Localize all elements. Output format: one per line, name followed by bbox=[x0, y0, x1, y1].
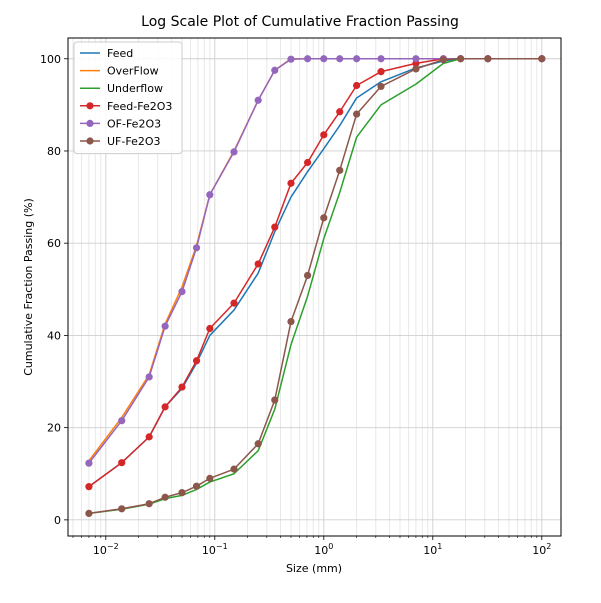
data-point bbox=[118, 505, 126, 513]
data-point bbox=[320, 55, 328, 63]
data-point bbox=[161, 322, 169, 330]
data-point bbox=[457, 55, 465, 63]
data-point bbox=[412, 55, 420, 63]
legend-label-uf-fe2o3: UF-Fe2O3 bbox=[107, 135, 161, 148]
y-tick-label: 20 bbox=[47, 422, 61, 435]
data-point bbox=[538, 55, 546, 63]
legend-box bbox=[73, 41, 183, 155]
data-point bbox=[118, 417, 126, 425]
data-point bbox=[206, 474, 214, 482]
data-point bbox=[336, 166, 344, 174]
data-point bbox=[85, 509, 93, 518]
legend-label-feed: Feed bbox=[107, 47, 133, 60]
series-uf-fe2o3 bbox=[85, 55, 546, 518]
y-tick-label: 60 bbox=[47, 237, 61, 250]
data-point bbox=[377, 55, 385, 63]
data-point bbox=[192, 357, 201, 365]
data-point bbox=[192, 482, 201, 490]
data-point bbox=[377, 68, 385, 76]
data-point bbox=[303, 271, 312, 280]
data-point bbox=[145, 373, 153, 381]
legend-label-underflow: Underflow bbox=[107, 82, 163, 95]
data-point bbox=[484, 55, 492, 63]
legend-marker-uf-fe2o3 bbox=[86, 137, 94, 145]
plot-frame bbox=[67, 37, 562, 537]
data-point bbox=[287, 179, 295, 187]
series-line bbox=[88, 58, 542, 515]
data-point bbox=[303, 55, 312, 63]
data-point bbox=[178, 288, 186, 296]
chart-title: Log Scale Plot of Cumulative Fraction Pa… bbox=[141, 14, 459, 30]
data-point bbox=[206, 191, 214, 199]
axis-ticks: 10−2 10−1 100 101 102 0 20 40 60 80 100 bbox=[40, 53, 551, 557]
legend-label-feed-fe2o3: Feed-Fe2O3 bbox=[107, 100, 172, 113]
y-tick-label: 0 bbox=[54, 514, 61, 527]
data-point bbox=[206, 324, 214, 333]
data-point bbox=[439, 56, 447, 64]
data-point bbox=[271, 396, 279, 404]
legend-marker-feed-fe2o3 bbox=[86, 102, 94, 110]
data-point bbox=[377, 82, 385, 91]
data-point bbox=[230, 465, 238, 473]
legend-label-of-fe2o3: OF-Fe2O3 bbox=[107, 117, 161, 130]
x-axis-label: Size (mm) bbox=[286, 562, 342, 575]
data-point bbox=[178, 489, 186, 497]
y-tick-label: 100 bbox=[40, 53, 61, 66]
series-layer bbox=[85, 55, 546, 518]
data-point bbox=[85, 483, 93, 491]
data-point bbox=[192, 244, 201, 252]
data-point bbox=[412, 65, 420, 73]
x-tick-label: 10−2 bbox=[93, 542, 119, 557]
data-point bbox=[230, 148, 238, 156]
data-point bbox=[353, 55, 361, 63]
data-point bbox=[118, 459, 126, 467]
data-point bbox=[287, 55, 295, 63]
x-tick-label: 102 bbox=[532, 542, 551, 557]
data-point bbox=[161, 403, 169, 411]
data-point bbox=[303, 158, 312, 167]
data-point bbox=[320, 131, 328, 139]
data-point bbox=[254, 96, 262, 104]
data-point bbox=[230, 299, 238, 307]
legend-marker-of-fe2o3 bbox=[86, 119, 94, 127]
data-point bbox=[161, 493, 169, 501]
x-tick-label: 101 bbox=[423, 542, 442, 557]
series-underflow bbox=[88, 58, 542, 515]
y-axis-label: Cumulative Fraction Passing (%) bbox=[22, 198, 35, 376]
data-point bbox=[271, 66, 279, 74]
legend-label-overflow: OverFlow bbox=[107, 65, 159, 78]
data-point bbox=[178, 383, 186, 391]
data-point bbox=[336, 108, 344, 116]
data-point bbox=[353, 81, 361, 90]
data-point bbox=[353, 110, 361, 118]
data-point bbox=[271, 223, 279, 231]
data-point bbox=[145, 433, 153, 441]
data-point bbox=[320, 214, 328, 222]
data-point bbox=[336, 55, 344, 63]
data-point bbox=[254, 260, 262, 268]
data-point bbox=[287, 317, 295, 326]
data-point bbox=[145, 500, 153, 508]
x-tick-label: 10−1 bbox=[202, 542, 228, 557]
data-point bbox=[254, 440, 262, 448]
y-tick-label: 40 bbox=[47, 329, 61, 342]
legend: Feed OverFlow Underflow Feed-Fe2O3 OF-Fe2O3 U… bbox=[73, 41, 183, 155]
y-tick-label: 80 bbox=[47, 145, 61, 158]
x-tick-label: 100 bbox=[314, 542, 333, 557]
data-point bbox=[85, 459, 93, 467]
